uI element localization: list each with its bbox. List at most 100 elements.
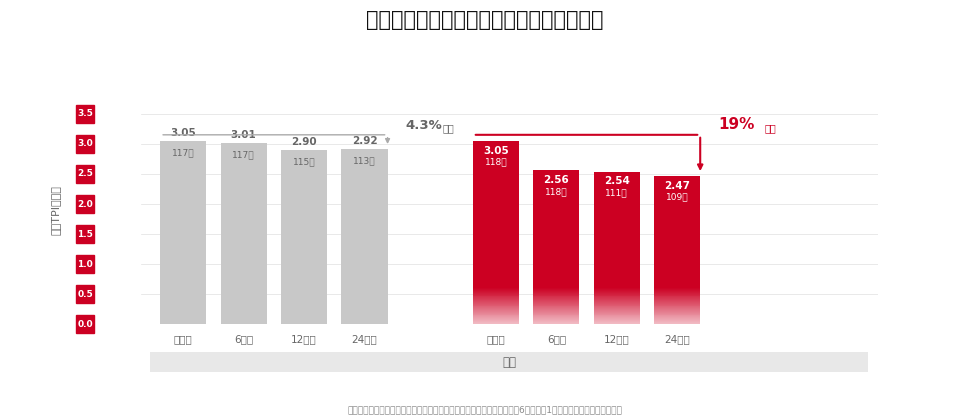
Bar bbox=[653, 308, 700, 309]
Bar bbox=[593, 313, 640, 314]
Bar bbox=[593, 312, 640, 313]
Bar bbox=[533, 299, 578, 300]
Text: 1.0: 1.0 bbox=[78, 260, 93, 269]
Bar bbox=[472, 321, 518, 322]
Bar bbox=[653, 293, 700, 294]
Bar bbox=[653, 319, 700, 320]
Bar bbox=[472, 310, 518, 311]
Bar bbox=[533, 314, 578, 315]
Bar bbox=[533, 300, 578, 301]
Bar bbox=[593, 300, 640, 301]
Bar bbox=[533, 302, 578, 303]
Bar bbox=[653, 313, 700, 314]
Bar bbox=[533, 293, 578, 294]
Text: 平均TPIスコア: 平均TPIスコア bbox=[50, 185, 61, 235]
Text: 2.5: 2.5 bbox=[78, 169, 93, 178]
Text: 0.0: 0.0 bbox=[78, 320, 93, 329]
Bar bbox=[593, 302, 640, 303]
Bar bbox=[533, 301, 578, 302]
Bar bbox=[472, 316, 518, 317]
Text: 115人: 115人 bbox=[293, 157, 315, 166]
Text: 0.5: 0.5 bbox=[78, 290, 93, 299]
Bar bbox=[533, 296, 578, 297]
Bar bbox=[160, 141, 206, 324]
Bar bbox=[653, 296, 700, 297]
Bar bbox=[593, 290, 640, 291]
Bar bbox=[533, 292, 578, 293]
Bar bbox=[533, 316, 578, 317]
Text: 117人: 117人 bbox=[233, 151, 255, 159]
Text: 19%: 19% bbox=[717, 117, 754, 132]
Bar bbox=[472, 291, 518, 292]
Bar bbox=[533, 309, 578, 310]
Bar bbox=[472, 302, 518, 303]
Bar bbox=[653, 297, 700, 298]
Bar bbox=[653, 322, 700, 323]
Bar bbox=[593, 292, 640, 293]
Bar bbox=[472, 289, 518, 290]
Bar bbox=[533, 318, 578, 319]
Bar bbox=[593, 317, 640, 318]
Bar bbox=[653, 289, 700, 290]
Bar bbox=[653, 290, 700, 291]
Bar bbox=[472, 309, 518, 310]
Bar bbox=[593, 321, 640, 322]
Bar bbox=[472, 323, 518, 324]
Bar bbox=[593, 316, 640, 317]
Bar bbox=[653, 318, 700, 319]
Bar bbox=[593, 289, 640, 290]
Bar bbox=[472, 305, 518, 307]
Bar bbox=[653, 295, 700, 296]
Text: 減少: 減少 bbox=[764, 123, 775, 133]
Bar bbox=[653, 303, 700, 304]
Bar bbox=[593, 314, 640, 315]
Bar bbox=[472, 294, 518, 295]
Bar bbox=[472, 298, 518, 299]
Bar bbox=[533, 313, 578, 314]
Bar bbox=[593, 293, 640, 294]
Text: 3.5: 3.5 bbox=[78, 109, 93, 118]
Bar bbox=[653, 294, 700, 295]
Text: 3.05: 3.05 bbox=[171, 128, 196, 138]
Bar bbox=[472, 303, 518, 304]
Bar bbox=[533, 312, 578, 313]
Bar bbox=[593, 295, 640, 296]
Bar bbox=[472, 296, 518, 297]
Bar bbox=[281, 150, 327, 324]
Text: 113人: 113人 bbox=[353, 156, 375, 165]
Bar bbox=[533, 303, 578, 304]
Bar bbox=[472, 313, 518, 314]
Text: 4.3%: 4.3% bbox=[405, 119, 442, 132]
Bar bbox=[653, 288, 700, 289]
Bar bbox=[653, 316, 700, 317]
Bar bbox=[472, 292, 518, 293]
Text: 2.90: 2.90 bbox=[291, 137, 317, 147]
Bar bbox=[472, 295, 518, 296]
Bar bbox=[653, 312, 700, 313]
Bar bbox=[653, 176, 700, 324]
Bar bbox=[472, 320, 518, 321]
Bar bbox=[472, 297, 518, 298]
Bar bbox=[653, 302, 700, 303]
Bar bbox=[472, 315, 518, 316]
Text: 3.0: 3.0 bbox=[78, 139, 93, 149]
Bar bbox=[533, 323, 578, 324]
Bar bbox=[593, 304, 640, 305]
Bar bbox=[653, 317, 700, 318]
Bar bbox=[220, 143, 266, 324]
Bar bbox=[472, 141, 518, 324]
Bar bbox=[593, 320, 640, 321]
Bar bbox=[533, 321, 578, 322]
Text: 2.56: 2.56 bbox=[543, 175, 569, 185]
Bar bbox=[593, 171, 640, 324]
Bar bbox=[653, 305, 700, 307]
Bar bbox=[593, 309, 640, 310]
Bar bbox=[533, 295, 578, 296]
Bar bbox=[472, 290, 518, 291]
Bar bbox=[533, 297, 578, 298]
Bar bbox=[653, 300, 700, 301]
Text: 117人: 117人 bbox=[172, 148, 195, 157]
Bar bbox=[653, 309, 700, 310]
Text: 118人: 118人 bbox=[545, 187, 567, 196]
Bar bbox=[593, 310, 640, 311]
